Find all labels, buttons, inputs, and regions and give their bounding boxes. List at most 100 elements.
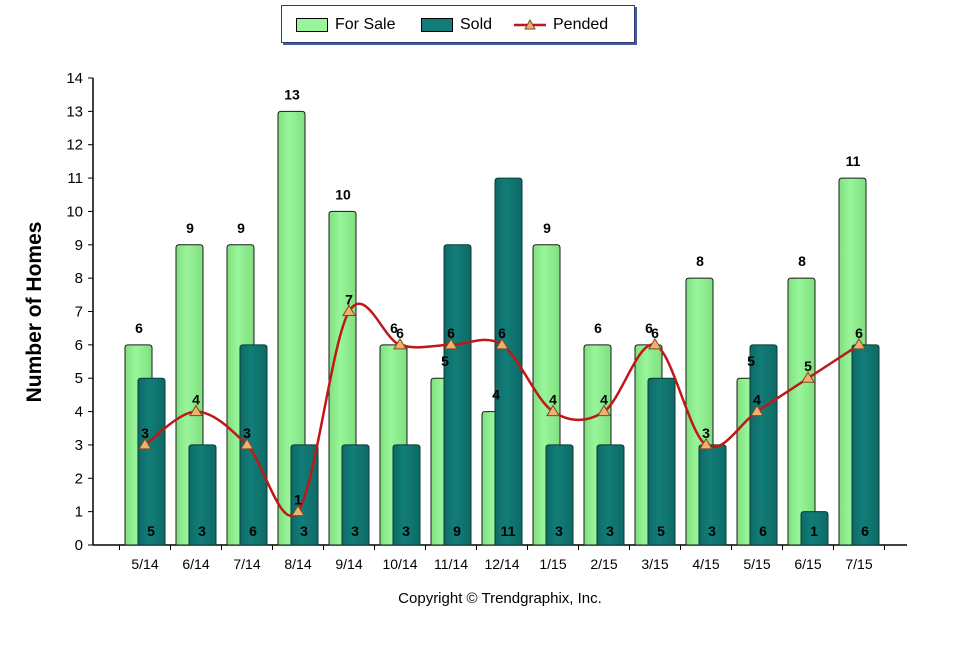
y-tick-label: 12 (66, 137, 83, 154)
data-label-sold: 3 (300, 523, 308, 539)
data-label-pended: 6 (855, 325, 863, 341)
y-tick-label: 9 (75, 237, 83, 254)
x-tick-label: 7/15 (845, 556, 872, 572)
data-label-pended: 3 (702, 425, 710, 441)
data-label-for-sale: 6 (645, 320, 653, 336)
data-label-pended: 6 (447, 325, 455, 341)
data-label-for-sale: 8 (798, 253, 806, 269)
data-label-for-sale: 9 (237, 220, 245, 236)
data-label-for-sale: 4 (492, 387, 500, 403)
y-tick-label: 11 (67, 170, 83, 187)
y-tick-label: 0 (75, 537, 83, 554)
y-tick-label: 3 (75, 437, 83, 454)
legend-swatch-sold (421, 18, 453, 32)
marker-pended (138, 437, 152, 450)
legend-item-sold: Sold (421, 16, 492, 34)
data-label-for-sale: 11 (846, 153, 861, 169)
marker-pended (597, 404, 611, 417)
bar-sold (851, 344, 880, 546)
data-label-sold: 3 (555, 523, 563, 539)
data-label-sold: 3 (198, 523, 206, 539)
y-tick-label: 1 (75, 504, 83, 521)
data-label-for-sale: 6 (135, 320, 143, 336)
bar-sold (443, 244, 472, 546)
data-label-sold: 5 (657, 523, 665, 539)
x-tick-label: 5/15 (743, 556, 770, 572)
data-label-sold: 6 (249, 523, 257, 539)
x-tick-label: 3/15 (641, 556, 668, 572)
y-tick-label: 2 (75, 470, 83, 487)
bar-sold (392, 444, 421, 546)
data-label-sold: 3 (402, 523, 410, 539)
data-label-pended: 6 (651, 325, 659, 341)
marker-pended (546, 404, 560, 417)
bar-for-sale (277, 110, 306, 546)
marker-pended (291, 504, 305, 517)
y-tick-label: 8 (75, 270, 83, 287)
legend-label-pended: Pended (553, 16, 609, 33)
data-label-sold: 3 (708, 523, 716, 539)
marker-pended (189, 404, 203, 417)
marker-pended (801, 371, 815, 383)
legend-label-for-sale: For Sale (335, 16, 396, 33)
marker-pended (444, 337, 458, 350)
data-label-sold: 3 (351, 523, 359, 539)
marker-pended (495, 337, 509, 350)
x-tick-label: 4/15 (692, 556, 719, 572)
x-tick-label: 8/14 (284, 556, 311, 572)
data-label-pended: 4 (549, 392, 557, 408)
data-label-for-sale: 6 (390, 320, 398, 336)
bar-sold (647, 377, 676, 546)
bar-sold (341, 444, 370, 546)
marker-pended (699, 437, 713, 450)
marker-pended (393, 337, 407, 350)
data-label-for-sale: 9 (543, 220, 551, 236)
data-label-for-sale: 9 (186, 220, 194, 236)
legend-swatch-for-sale (296, 18, 328, 32)
marker-pended (750, 404, 764, 417)
y-tick-label: 10 (66, 203, 83, 220)
y-tick-label: 7 (75, 304, 83, 321)
x-tick-label: 5/14 (131, 556, 158, 572)
x-tick-label: 7/14 (233, 556, 260, 572)
data-label-sold: 6 (759, 523, 767, 539)
data-label-pended: 6 (396, 325, 404, 341)
bar-sold (494, 177, 523, 546)
data-label-pended: 4 (600, 392, 608, 408)
data-label-sold: 3 (606, 523, 614, 539)
y-tick-label: 13 (66, 103, 83, 120)
y-tick-label: 14 (66, 70, 83, 87)
data-label-pended: 3 (141, 425, 149, 441)
y-tick-label: 4 (75, 404, 83, 421)
data-label-for-sale: 8 (696, 253, 704, 269)
data-label-sold: 6 (861, 523, 869, 539)
data-label-pended: 5 (804, 358, 812, 374)
legend-swatch-pended (514, 18, 546, 30)
data-label-sold: 1 (810, 523, 818, 539)
legend-label-sold: Sold (460, 16, 493, 33)
data-label-sold: 9 (453, 523, 461, 539)
x-tick-label: 12/14 (484, 556, 519, 572)
chart-legend: For Sale Sold Pended (281, 5, 635, 43)
data-label-pended: 3 (243, 425, 251, 441)
data-label-pended: 4 (192, 392, 200, 408)
data-label-pended: 4 (753, 392, 761, 408)
bar-sold (545, 444, 574, 546)
x-tick-label: 11/14 (434, 556, 468, 572)
legend-item-pended: Pended (514, 16, 608, 34)
x-tick-label: 9/14 (335, 556, 362, 572)
data-label-pended: 1 (294, 492, 302, 508)
x-tick-label: 6/14 (182, 556, 209, 572)
legend-item-for-sale: For Sale (296, 16, 395, 34)
y-axis-title: Number of Homes (23, 221, 46, 403)
data-label-for-sale: 5 (441, 353, 449, 369)
bar-sold (239, 344, 268, 546)
x-tick-label: 1/15 (539, 556, 566, 572)
x-tick-label: 6/15 (794, 556, 821, 572)
data-label-sold: 11 (501, 523, 516, 539)
y-tick-label: 6 (75, 337, 83, 354)
data-label-for-sale: 13 (284, 86, 300, 102)
line-pended (144, 302, 860, 517)
data-label-pended: 7 (345, 292, 353, 308)
